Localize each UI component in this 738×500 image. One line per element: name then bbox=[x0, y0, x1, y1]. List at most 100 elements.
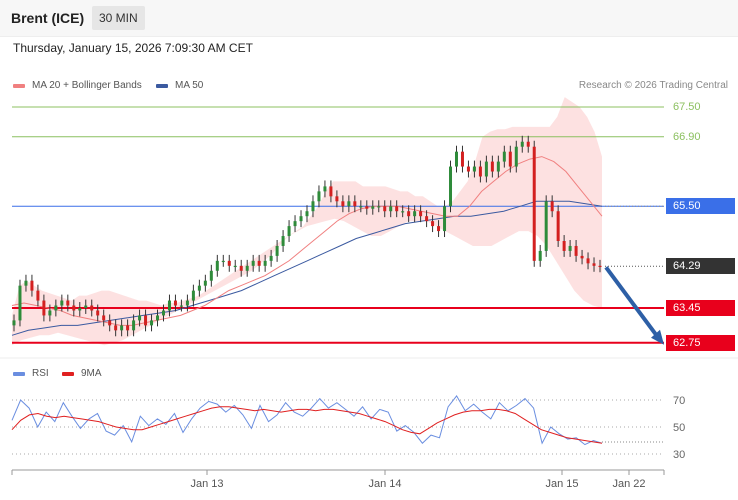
candle-body bbox=[78, 308, 82, 311]
candle-body bbox=[233, 265, 237, 268]
candle-body bbox=[227, 260, 231, 266]
legend-ma50[interactable]: MA 50 bbox=[156, 80, 203, 91]
candle-body bbox=[138, 315, 142, 321]
candle-body bbox=[281, 236, 285, 246]
candle-body bbox=[161, 310, 165, 316]
candle-body bbox=[413, 211, 417, 217]
candle-body bbox=[239, 265, 243, 271]
candle-body bbox=[221, 260, 225, 263]
rsi-tick-50: 50 bbox=[673, 422, 685, 434]
candle-body bbox=[514, 146, 518, 167]
ma20-swatch bbox=[13, 83, 25, 88]
candle-body bbox=[84, 305, 88, 308]
candle-body bbox=[215, 260, 219, 271]
candle-body bbox=[72, 305, 76, 311]
legend-rsi[interactable]: RSI bbox=[13, 368, 49, 379]
candle-body bbox=[263, 260, 267, 266]
candle-body bbox=[508, 151, 512, 167]
candle-body bbox=[108, 320, 112, 326]
candle-body bbox=[425, 216, 429, 222]
candle-body bbox=[490, 161, 494, 172]
ma50-line bbox=[11, 200, 603, 336]
candle-body bbox=[179, 305, 183, 307]
candle-body bbox=[556, 211, 560, 241]
candle-body bbox=[54, 305, 58, 311]
candle-body bbox=[150, 320, 154, 326]
candle-body bbox=[341, 201, 345, 207]
candle-body bbox=[586, 258, 590, 264]
instrument-title: Brent (ICE) bbox=[11, 10, 85, 26]
candle-body bbox=[36, 290, 40, 301]
level-label-66-90: 66.90 bbox=[673, 130, 701, 143]
credit-text: Research © 2026 Trading Central bbox=[578, 80, 728, 91]
level-label-62-75: 62.75 bbox=[666, 334, 735, 351]
ma9-legend-label: 9MA bbox=[81, 368, 102, 379]
candle-body bbox=[526, 141, 530, 147]
ma50-swatch bbox=[156, 83, 168, 88]
chart-datetime: Thursday, January 15, 2026 7:09:30 AM CE… bbox=[13, 41, 253, 55]
candle-body bbox=[185, 300, 189, 306]
candle-body bbox=[305, 211, 309, 217]
candle-body bbox=[120, 325, 124, 331]
candle-body bbox=[365, 206, 369, 209]
candle-body bbox=[311, 201, 315, 212]
candle-body bbox=[167, 300, 171, 311]
candle-body bbox=[347, 201, 351, 207]
candle-body bbox=[466, 166, 470, 172]
candle-body bbox=[598, 265, 602, 268]
candle-body bbox=[550, 201, 554, 212]
candle-body bbox=[299, 216, 303, 222]
ma20-legend-label: MA 20 + Bollinger Bands bbox=[32, 80, 142, 91]
rsi-tick-30: 30 bbox=[673, 449, 685, 461]
x-tick-label: Jan 13 bbox=[190, 478, 223, 490]
level-label-63-45: 63.45 bbox=[666, 300, 735, 316]
candle-body bbox=[203, 280, 207, 286]
candle-body bbox=[329, 186, 333, 197]
candle-body bbox=[431, 221, 435, 227]
candle-body bbox=[191, 290, 195, 301]
candle-body bbox=[209, 270, 213, 281]
candle-body bbox=[592, 263, 596, 266]
candle-body bbox=[484, 161, 488, 177]
candle-body bbox=[293, 221, 297, 227]
candle-body bbox=[377, 206, 381, 208]
legend-ma9[interactable]: 9MA bbox=[62, 368, 102, 379]
candle-body bbox=[544, 201, 548, 251]
candle-body bbox=[126, 325, 130, 331]
candle-body bbox=[371, 206, 375, 209]
candle-body bbox=[496, 161, 500, 172]
candle-body bbox=[12, 320, 16, 326]
candle-body bbox=[395, 206, 399, 212]
candle-body bbox=[132, 320, 136, 331]
candle-body bbox=[30, 280, 34, 291]
candle-body bbox=[460, 151, 464, 167]
timeframe-button[interactable]: 30 MIN bbox=[92, 6, 145, 30]
candle-body bbox=[419, 211, 423, 217]
candle-body bbox=[454, 151, 458, 167]
bollinger-band bbox=[12, 97, 602, 346]
ma9-swatch bbox=[62, 371, 74, 376]
rsi-tick-70: 70 bbox=[673, 395, 685, 407]
legend-ma20[interactable]: MA 20 + Bollinger Bands bbox=[13, 80, 142, 91]
candle-body bbox=[257, 260, 261, 266]
candle-body bbox=[24, 280, 28, 286]
candle-body bbox=[472, 166, 476, 172]
rsi-swatch bbox=[13, 371, 25, 376]
projection-arrow bbox=[604, 266, 661, 340]
candle-body bbox=[323, 186, 327, 192]
candle-body bbox=[401, 211, 405, 213]
candle-body bbox=[197, 285, 201, 291]
candle-body bbox=[568, 245, 572, 251]
x-tick-label: Jan 14 bbox=[368, 478, 401, 490]
candle-body bbox=[96, 310, 100, 316]
chart-header: Brent (ICE) 30 MIN bbox=[0, 0, 738, 37]
candle-body bbox=[287, 226, 291, 237]
ma50-legend-label: MA 50 bbox=[175, 80, 204, 91]
candle-body bbox=[251, 260, 255, 266]
candle-body bbox=[156, 315, 160, 321]
candle-body bbox=[407, 211, 411, 217]
candle-body bbox=[580, 255, 584, 259]
candle-body bbox=[42, 300, 46, 316]
candle-body bbox=[520, 141, 524, 147]
